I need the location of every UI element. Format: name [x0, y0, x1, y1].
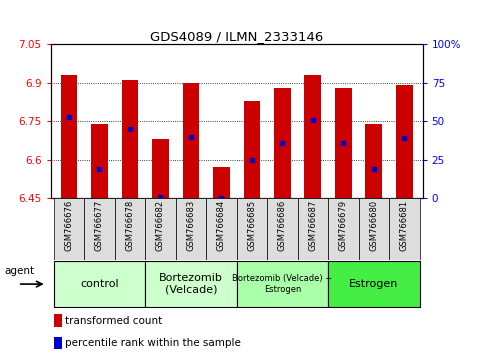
Bar: [237, 198, 267, 260]
Bar: [328, 198, 358, 260]
Bar: [54, 337, 62, 349]
Bar: [274, 88, 291, 198]
Bar: [84, 198, 115, 260]
Text: GSM766677: GSM766677: [95, 200, 104, 251]
Bar: [54, 261, 145, 307]
Bar: [328, 261, 420, 307]
Text: GSM766676: GSM766676: [65, 200, 73, 251]
Bar: [358, 198, 389, 260]
Text: GSM766687: GSM766687: [308, 200, 317, 251]
Text: control: control: [80, 279, 119, 289]
Bar: [267, 198, 298, 260]
Text: GSM766683: GSM766683: [186, 200, 196, 251]
Bar: [145, 198, 176, 260]
Bar: [91, 124, 108, 198]
Text: GSM766685: GSM766685: [247, 200, 256, 251]
Bar: [61, 75, 77, 198]
Text: GSM766682: GSM766682: [156, 200, 165, 251]
Text: percentile rank within the sample: percentile rank within the sample: [65, 338, 241, 348]
Bar: [366, 124, 382, 198]
Text: transformed count: transformed count: [65, 316, 162, 326]
Bar: [54, 198, 84, 260]
Title: GDS4089 / ILMN_2333146: GDS4089 / ILMN_2333146: [150, 30, 323, 43]
Text: GSM766678: GSM766678: [126, 200, 134, 251]
Text: Bortezomib
(Velcade): Bortezomib (Velcade): [159, 273, 223, 295]
Bar: [213, 167, 230, 198]
Bar: [304, 75, 321, 198]
Text: GSM766684: GSM766684: [217, 200, 226, 251]
Bar: [237, 261, 328, 307]
Bar: [396, 85, 412, 198]
Text: Bortezomib (Velcade) +
Estrogen: Bortezomib (Velcade) + Estrogen: [232, 274, 332, 294]
Bar: [54, 314, 62, 327]
Text: GSM766680: GSM766680: [369, 200, 378, 251]
Bar: [176, 198, 206, 260]
Text: GSM766679: GSM766679: [339, 200, 348, 251]
Text: Estrogen: Estrogen: [349, 279, 398, 289]
Bar: [145, 261, 237, 307]
Bar: [243, 101, 260, 198]
Bar: [183, 83, 199, 198]
Text: GSM766681: GSM766681: [400, 200, 409, 251]
Bar: [152, 139, 169, 198]
Bar: [206, 198, 237, 260]
Bar: [389, 198, 420, 260]
Bar: [122, 80, 138, 198]
Bar: [335, 88, 352, 198]
Bar: [298, 198, 328, 260]
Bar: [115, 198, 145, 260]
Text: GSM766686: GSM766686: [278, 200, 287, 251]
Text: agent: agent: [4, 266, 34, 276]
